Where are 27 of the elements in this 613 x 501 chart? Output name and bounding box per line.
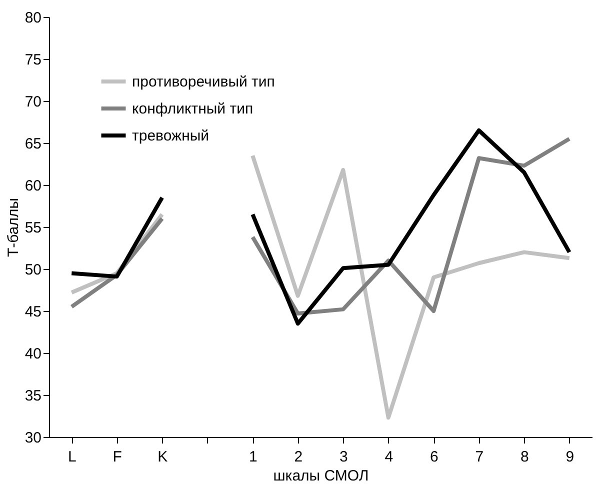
y-tick-label: 45	[24, 304, 42, 320]
y-tick-label: 70	[24, 94, 42, 110]
y-tick-label: 80	[24, 10, 42, 26]
x-tick-label: 3	[339, 448, 348, 466]
x-tick-label: 4	[384, 448, 394, 466]
legend-label: конфликтный тип	[132, 100, 254, 118]
y-tick-label: 65	[24, 136, 42, 152]
y-tick-label: 40	[24, 346, 42, 362]
legend-label: тревожный	[132, 128, 210, 144]
legend-label: противоречивый тип	[132, 74, 275, 90]
x-tick-label: 2	[294, 448, 303, 466]
x-tick-label: 7	[475, 448, 484, 466]
x-tick-label: L	[68, 448, 76, 466]
x-tick-label: K	[158, 448, 168, 466]
y-tick-label: 55	[24, 220, 42, 236]
x-tick-label: F	[112, 448, 122, 466]
x-tick-label: 1	[248, 448, 258, 466]
y-tick-label: 75	[24, 52, 42, 68]
x-axis-title: шкалы СМОЛ	[273, 468, 369, 484]
y-tick-label: 60	[24, 178, 42, 194]
y-axis-title: Т-баллы	[4, 198, 22, 258]
y-tick-label: 35	[24, 388, 42, 404]
y-tick-label: 50	[24, 262, 42, 278]
x-tick-label: 9	[566, 448, 574, 466]
x-tick-label: 8	[520, 448, 529, 466]
x-tick-label: 6	[430, 448, 438, 466]
y-tick-label: 30	[24, 430, 42, 446]
